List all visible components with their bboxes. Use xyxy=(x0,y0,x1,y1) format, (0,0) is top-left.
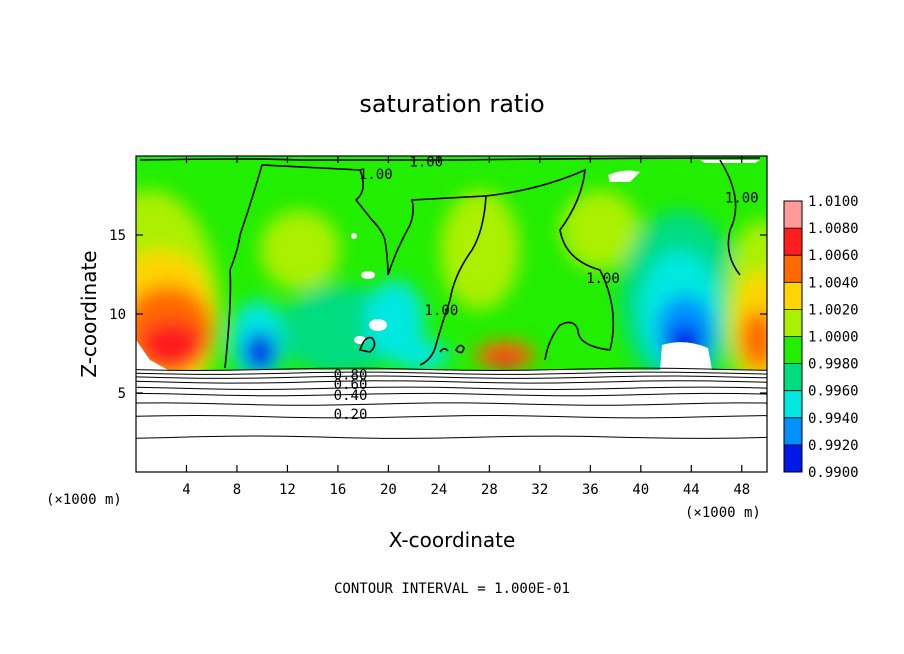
contour-line xyxy=(136,380,767,384)
colorbar: 1.0100 1.0080 1.0060 1.0040 1.0020 1.0000 0.99… xyxy=(783,194,859,481)
contour-line xyxy=(136,435,767,439)
colorbar-swatch xyxy=(784,282,802,310)
contour-line xyxy=(136,414,767,419)
contour-label: 1.00 xyxy=(425,303,459,319)
x-tick-label: 16 xyxy=(329,482,346,498)
colorbar-swatch xyxy=(784,363,802,391)
y-tick-label: 5 xyxy=(118,386,126,402)
colorbar-label: 1.0020 xyxy=(808,302,859,318)
colorbar-swatch xyxy=(784,309,802,337)
contour-line xyxy=(136,392,767,397)
x-unit-left: (×1000 m) xyxy=(46,492,122,508)
contour-label: 0.20 xyxy=(334,407,368,423)
x-tick-label: 20 xyxy=(380,482,397,498)
x-axis-label: X-coordinate xyxy=(389,528,516,552)
contour-line xyxy=(136,386,767,391)
colorbar-label: 0.9900 xyxy=(808,465,859,481)
colorbar-swatch xyxy=(784,444,802,472)
contour-label: 1.00 xyxy=(359,167,393,183)
colorbar-label: 1.0080 xyxy=(808,221,859,237)
lower-layer xyxy=(136,370,767,472)
lower-contour-lines xyxy=(136,367,767,439)
contour-label: 1.00 xyxy=(586,271,620,287)
colorbar-label: 1.0060 xyxy=(808,248,859,264)
colorbar-swatch xyxy=(784,255,802,283)
x-axis-ticks: 4 8 12 16 20 24 28 32 36 40 44 48 xyxy=(182,156,750,498)
contour-label: 0.60 xyxy=(334,377,368,393)
x-tick-label: 28 xyxy=(481,482,498,498)
x-tick-label: 40 xyxy=(632,482,649,498)
contour-line xyxy=(136,402,767,406)
colorbar-label: 0.9980 xyxy=(808,357,859,373)
x-tick-label: 8 xyxy=(233,482,241,498)
colorbar-swatch xyxy=(784,417,802,445)
y-tick-label: 15 xyxy=(109,228,126,244)
contour-labels: 1.00 1.00 1.00 1.00 1.00 0.800.600.40 0.20 xyxy=(334,154,759,423)
x-unit-right: (×1000 m) xyxy=(685,505,761,521)
y-tick-label: 10 xyxy=(109,307,126,323)
x-tick-label: 36 xyxy=(582,482,599,498)
contour-line xyxy=(136,371,767,375)
x-tick-label: 44 xyxy=(683,482,700,498)
colorbar-label: 1.0100 xyxy=(808,194,859,210)
x-tick-label: 12 xyxy=(279,482,296,498)
chart-title: saturation ratio xyxy=(359,90,544,118)
y-axis-ticks: 5 10 15 xyxy=(109,228,767,402)
colorbar-swatch xyxy=(784,228,802,256)
contour-line xyxy=(136,367,767,372)
colorbar-label: 1.0040 xyxy=(808,275,859,291)
colorbar-swatch xyxy=(784,201,802,229)
colorbar-label: 0.9920 xyxy=(808,438,859,454)
unity-contours xyxy=(139,157,761,369)
y-axis-label: Z-coordinate xyxy=(77,250,101,377)
contour-line xyxy=(136,375,767,379)
contour-interval-note: CONTOUR INTERVAL = 1.000E-01 xyxy=(334,581,570,597)
colorbar-label: 0.9940 xyxy=(808,411,859,427)
plot-field xyxy=(136,156,767,472)
x-tick-label: 4 xyxy=(182,482,190,498)
colorbar-label: 0.9960 xyxy=(808,384,859,400)
contour-label: 1.00 xyxy=(725,191,759,207)
contour-label: 1.00 xyxy=(409,154,443,170)
undefined-patches xyxy=(136,160,760,370)
contour-label: 0.80 xyxy=(334,368,368,384)
colorbar-swatch xyxy=(784,390,802,418)
colorbar-swatch xyxy=(784,336,802,364)
contour-label: 0.40 xyxy=(334,388,368,404)
x-tick-label: 24 xyxy=(430,482,447,498)
x-tick-label: 48 xyxy=(733,482,750,498)
colorbar-label: 1.0000 xyxy=(808,330,859,346)
x-tick-label: 32 xyxy=(531,482,548,498)
